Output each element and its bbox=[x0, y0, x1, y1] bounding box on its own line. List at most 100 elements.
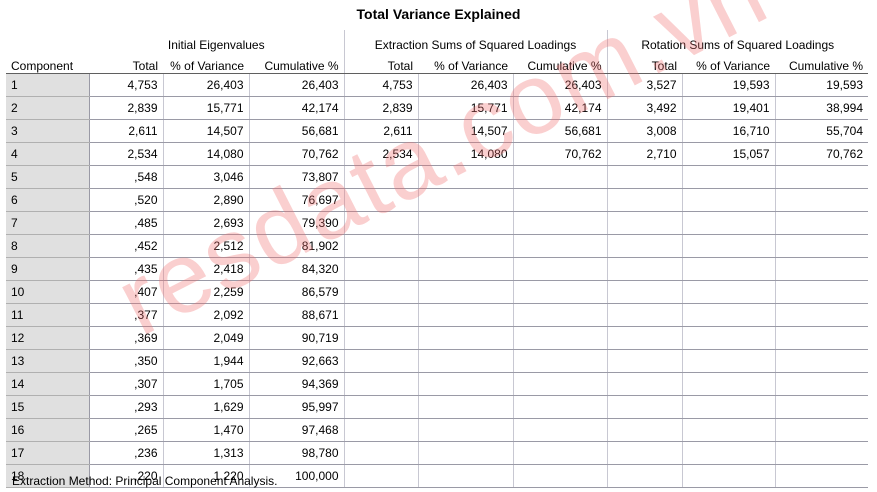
col-header: % of Variance bbox=[682, 52, 775, 74]
col-header: % of Variance bbox=[418, 52, 513, 74]
table-cell: 92,663 bbox=[249, 349, 345, 373]
table-cell bbox=[513, 372, 608, 396]
group-header-row: Initial Eigenvalues Extraction Sums of S… bbox=[6, 30, 868, 52]
component-number: 10 bbox=[6, 280, 90, 304]
table-cell bbox=[344, 280, 419, 304]
table-cell bbox=[775, 441, 868, 465]
table-cell bbox=[513, 280, 608, 304]
table-cell: ,350 bbox=[89, 349, 164, 373]
table-row: 6,520 2,890 76,697 bbox=[6, 188, 868, 212]
table-cell: 90,719 bbox=[249, 326, 345, 350]
table-cell: 2,693 bbox=[163, 211, 250, 235]
table-cell: 3,527 bbox=[607, 73, 683, 97]
table-cell bbox=[344, 165, 419, 189]
table-cell bbox=[344, 441, 419, 465]
table-cell bbox=[418, 418, 514, 442]
table-row: 8,452 2,512 81,902 bbox=[6, 234, 868, 258]
table-cell: 19,593 bbox=[775, 73, 868, 97]
table-cell bbox=[682, 188, 776, 212]
table-cell bbox=[344, 326, 419, 350]
table-cell bbox=[607, 349, 683, 373]
table-cell: ,377 bbox=[89, 303, 164, 327]
table-cell: 38,994 bbox=[775, 96, 868, 120]
table-cell bbox=[513, 188, 608, 212]
component-number: 1 bbox=[6, 73, 90, 97]
table-row: 12,369 2,049 90,719 bbox=[6, 326, 868, 350]
table-cell bbox=[344, 211, 419, 235]
table-cell: ,293 bbox=[89, 395, 164, 419]
component-number: 17 bbox=[6, 441, 90, 465]
table-cell bbox=[513, 395, 608, 419]
table-cell: ,485 bbox=[89, 211, 164, 235]
table-cell bbox=[775, 464, 868, 488]
component-number: 8 bbox=[6, 234, 90, 258]
table-cell bbox=[775, 349, 868, 373]
table-cell: 2,418 bbox=[163, 257, 250, 281]
table-cell: 94,369 bbox=[249, 372, 345, 396]
table-cell bbox=[513, 211, 608, 235]
table-cell: 2,611 bbox=[344, 119, 419, 143]
table-cell bbox=[682, 211, 776, 235]
table-cell: ,407 bbox=[89, 280, 164, 304]
table-cell bbox=[607, 257, 683, 281]
table-cell bbox=[418, 165, 514, 189]
table-cell: 95,997 bbox=[249, 395, 345, 419]
table-cell bbox=[513, 441, 608, 465]
component-number: 11 bbox=[6, 303, 90, 327]
table-cell: 26,403 bbox=[249, 73, 345, 97]
col-header: Total bbox=[89, 52, 163, 74]
table-cell bbox=[775, 280, 868, 304]
table-cell bbox=[775, 326, 868, 350]
table-cell: 81,902 bbox=[249, 234, 345, 258]
table-cell bbox=[682, 372, 776, 396]
table-cell: 15,771 bbox=[163, 96, 250, 120]
table-cell: 70,762 bbox=[249, 142, 345, 166]
table-cell: 3,008 bbox=[607, 119, 683, 143]
table-cell bbox=[344, 418, 419, 442]
table-cell: 1,629 bbox=[163, 395, 250, 419]
table-cell: 4,753 bbox=[344, 73, 419, 97]
component-number: 9 bbox=[6, 257, 90, 281]
table-cell bbox=[775, 257, 868, 281]
table-cell bbox=[607, 418, 683, 442]
table-row: 7,485 2,693 79,390 bbox=[6, 211, 868, 235]
component-number: 16 bbox=[6, 418, 90, 442]
table-cell bbox=[513, 326, 608, 350]
table-row: 14,307 1,705 94,369 bbox=[6, 372, 868, 396]
table-cell bbox=[418, 303, 514, 327]
table-row: 16,265 1,470 97,468 bbox=[6, 418, 868, 442]
table-cell bbox=[682, 257, 776, 281]
table-cell: 14,080 bbox=[418, 142, 514, 166]
table-cell: 73,807 bbox=[249, 165, 345, 189]
component-header: Component bbox=[6, 52, 89, 74]
table-cell: 2,049 bbox=[163, 326, 250, 350]
table-cell: 84,320 bbox=[249, 257, 345, 281]
table-cell: ,452 bbox=[89, 234, 164, 258]
table-cell bbox=[607, 234, 683, 258]
table-row: 15,293 1,629 95,997 bbox=[6, 395, 868, 419]
table-cell: 3,492 bbox=[607, 96, 683, 120]
table-cell bbox=[344, 234, 419, 258]
table-cell: 19,401 bbox=[682, 96, 776, 120]
table-cell: 1,705 bbox=[163, 372, 250, 396]
table-row: 17,236 1,313 98,780 bbox=[6, 441, 868, 465]
table-cell: 15,771 bbox=[418, 96, 514, 120]
table-cell bbox=[607, 303, 683, 327]
table-cell bbox=[418, 372, 514, 396]
table-cell: 19,593 bbox=[682, 73, 776, 97]
footnote: Extraction Method: Principal Component A… bbox=[12, 474, 278, 488]
table-cell: 1,220 bbox=[163, 464, 250, 488]
table-row: 11,377 2,092 88,671 bbox=[6, 303, 868, 327]
table-cell: 70,762 bbox=[775, 142, 868, 166]
table-cell bbox=[344, 188, 419, 212]
col-header: % of Variance bbox=[163, 52, 249, 74]
table-cell bbox=[418, 349, 514, 373]
table-cell: 3,046 bbox=[163, 165, 250, 189]
table-row: 18,220 1,220 100,000 bbox=[6, 464, 868, 488]
table-cell bbox=[418, 395, 514, 419]
table-cell: 2,710 bbox=[607, 142, 683, 166]
sub-header-row: Component Total % of Variance Cumulative… bbox=[6, 52, 868, 74]
table-cell: ,435 bbox=[89, 257, 164, 281]
table-cell bbox=[418, 326, 514, 350]
table-cell bbox=[775, 234, 868, 258]
